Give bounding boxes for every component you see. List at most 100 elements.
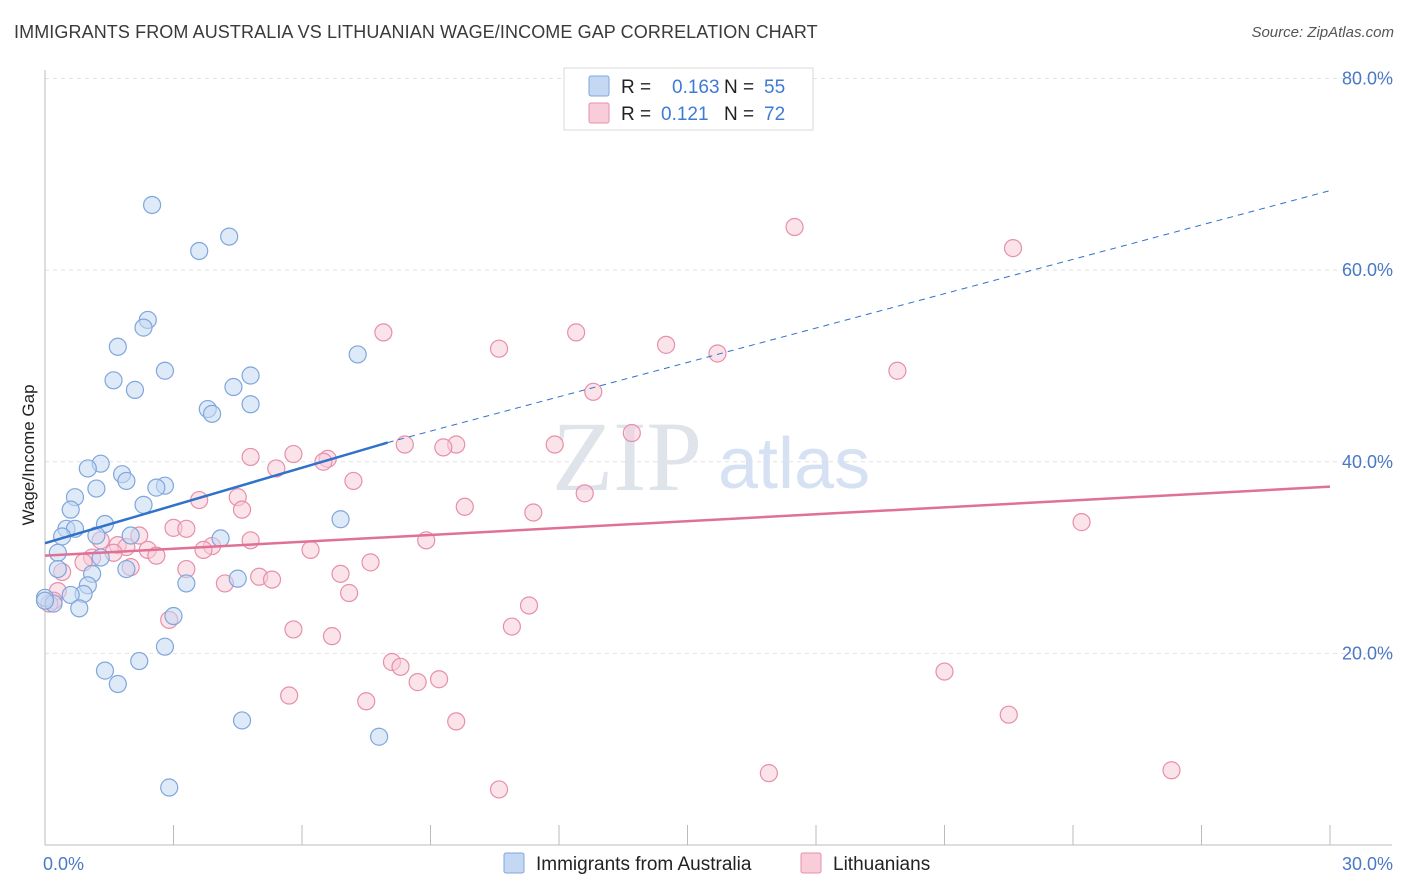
- lithuanians-point: [408, 673, 427, 692]
- australia-point: [70, 599, 89, 618]
- lithuanians-point: [194, 540, 213, 559]
- lithuanians-point: [331, 564, 350, 583]
- australia-point: [48, 543, 67, 562]
- y-tick-label: 80.0%: [1342, 69, 1393, 89]
- australia-point: [147, 478, 166, 497]
- australia-point: [48, 559, 67, 579]
- australia-point: [155, 637, 175, 656]
- australia-point: [348, 345, 367, 364]
- lithuanians-point: [322, 627, 342, 646]
- australia-point: [134, 318, 153, 337]
- legend-n-label-2: N =: [724, 104, 754, 125]
- australia-trend-extension: [387, 190, 1331, 444]
- y-tick-label: 40.0%: [1342, 452, 1393, 472]
- australia-point: [241, 366, 260, 385]
- australia-point: [160, 778, 179, 797]
- lithuanians-point: [262, 570, 282, 589]
- legend-n-label-1: N =: [724, 77, 754, 98]
- australia-point: [121, 526, 140, 545]
- lithuanians-point: [147, 546, 166, 565]
- legend-pink-swatch: [588, 102, 610, 124]
- legend-n-value-1: 55: [764, 77, 785, 98]
- legend-blue-swatch: [588, 75, 610, 97]
- lithuanians-point: [455, 497, 474, 516]
- lithuanians-point: [361, 553, 380, 572]
- lithuanians-point: [622, 423, 641, 443]
- australia-point: [108, 674, 127, 694]
- lithuanians-point: [656, 335, 676, 354]
- lithuanians-point: [267, 459, 286, 478]
- legend-bottom-lithuanians: Lithuanians: [833, 854, 930, 875]
- lithuanians-point: [489, 339, 509, 358]
- lithuanians-point: [524, 503, 543, 522]
- legend-bottom-blue-swatch: [503, 852, 525, 874]
- australia-point: [142, 195, 162, 215]
- lithuanians-point: [502, 617, 521, 636]
- legend-n-value-2: 72: [764, 104, 785, 125]
- australia-point: [61, 500, 80, 519]
- lithuanians-trend-line: [44, 485, 1331, 557]
- australia-point: [117, 471, 136, 491]
- lithuanians-point: [391, 657, 410, 676]
- lithuanians-point: [489, 780, 509, 799]
- gridlines: [45, 78, 1392, 654]
- y-tick-labels: 20.0% 40.0% 60.0% 80.0%: [1342, 69, 1393, 664]
- source-credit: Source: ZipAtlas.com: [1251, 24, 1394, 41]
- legend-r-label-1: R =: [621, 77, 651, 98]
- australia-point: [134, 495, 153, 514]
- australia-point: [211, 529, 230, 548]
- lithuanians-point: [447, 712, 466, 731]
- lithuanians-point: [429, 670, 449, 689]
- australia-point: [220, 227, 239, 246]
- legend-bottom: Immigrants from Australia Lithuanians: [503, 852, 930, 875]
- legend-bottom-australia: Immigrants from Australia: [536, 854, 752, 875]
- australia-point: [35, 591, 55, 610]
- lithuanians-point: [434, 438, 453, 457]
- lithuanians-point: [395, 435, 414, 454]
- australia-point: [331, 510, 350, 529]
- australia-point: [130, 651, 149, 671]
- australia-point: [155, 361, 175, 380]
- lithuanians-point: [575, 484, 594, 503]
- lithuanians-point: [519, 596, 539, 615]
- australia-point: [202, 404, 222, 423]
- y-tick-label: 20.0%: [1342, 643, 1393, 663]
- x-tick-label: 0.0%: [43, 854, 84, 874]
- lithuanians-point: [301, 540, 320, 559]
- australia-point: [190, 241, 209, 261]
- lithuanians-point: [344, 471, 363, 491]
- legend-r-label-2: R =: [621, 104, 651, 125]
- chart-title: IMMIGRANTS FROM AUSTRALIA VS LITHUANIAN …: [14, 22, 818, 42]
- lithuanians-point: [241, 531, 260, 550]
- australia-point: [117, 559, 136, 579]
- x-tick-label: 30.0%: [1342, 854, 1393, 874]
- lithuanians-point: [708, 344, 727, 363]
- lithuanians-point: [1072, 513, 1091, 532]
- australia-point: [108, 337, 127, 356]
- lithuanians-point: [241, 447, 260, 467]
- australia-point: [370, 727, 389, 746]
- lithuanians-point: [935, 662, 954, 681]
- australia-point: [78, 459, 97, 478]
- lithuanians-point: [284, 444, 303, 464]
- australia-point: [224, 377, 243, 397]
- lithuanians-point: [280, 686, 299, 705]
- lithuanians-point: [567, 323, 586, 342]
- lithuanians-point: [232, 500, 252, 519]
- lithuanians-point: [340, 583, 359, 603]
- australia-point: [87, 479, 106, 498]
- lithuanians-point: [999, 705, 1018, 724]
- lithuanians-point: [284, 620, 303, 639]
- watermark-atlas: atlas: [718, 424, 870, 504]
- trend-lines: [44, 190, 1331, 557]
- australia-point: [104, 371, 123, 390]
- australia-point: [125, 380, 145, 399]
- lithuanians-point: [584, 382, 603, 401]
- australia-point: [228, 569, 247, 588]
- lithuanians-point: [545, 435, 564, 454]
- legend-r-value-1: 0.163: [672, 77, 720, 98]
- lithuanians-point: [759, 764, 778, 783]
- australia-point: [241, 395, 260, 414]
- lithuanians-point: [374, 323, 393, 342]
